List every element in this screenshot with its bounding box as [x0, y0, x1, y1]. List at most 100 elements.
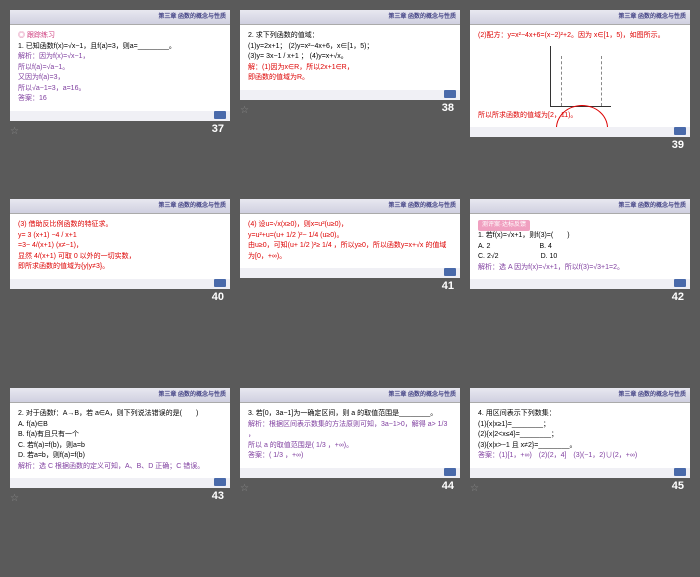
- content-line: 又因为f(a)=3，: [18, 73, 222, 84]
- slide-footer: [470, 127, 690, 137]
- slide-header: 第三章 函数的概念与性质: [10, 10, 230, 25]
- logo-icon: [674, 127, 686, 135]
- content-line: 1. 已知函数f(x)=√x−1，且f(a)=3，则a=________。: [18, 42, 222, 53]
- content-line: B. f(a)有且只有一个: [18, 430, 222, 441]
- content-line: 所以√a−1=3，a=16。: [18, 84, 222, 95]
- slide-number: 43: [206, 488, 230, 504]
- content-line: 显然 4/(x+1) 可取 0 以外的一切实数，: [18, 252, 222, 263]
- slide-header: 第三章 函数的概念与性质: [10, 199, 230, 214]
- content-line: 所以 a 的取值范围是( 1/3 ，+∞)。: [248, 441, 452, 452]
- star-icon: ☆: [240, 483, 249, 494]
- slide-header: 第三章 函数的概念与性质: [470, 199, 690, 214]
- star-icon: ☆: [10, 126, 19, 137]
- content-line: D. 若a=b，则f(a)=f(b): [18, 451, 222, 462]
- slide-number: 45: [666, 478, 690, 494]
- content-line: 2. 求下列函数的值域：: [248, 31, 452, 42]
- content-line: C. 2√2 D. 10: [478, 252, 682, 263]
- slide-number: 42: [666, 289, 690, 305]
- content-line: (3){x|x>−1 且 x≠2}=________。: [478, 441, 682, 452]
- content-line: 2. 对于函数f：A→B，若 a∈A，则下列说法错误的是( ): [18, 409, 222, 420]
- slide-footer: [240, 268, 460, 278]
- star-icon: ☆: [470, 483, 479, 494]
- slide-42: 第三章 函数的概念与性质测评案·达标反馈1. 若f(x)=√x+1，则f(3)=…: [470, 199, 690, 289]
- content-line: A. f(a)∈B: [18, 420, 222, 431]
- content-line: =3− 4/(x+1) (x≠−1)，: [18, 241, 222, 252]
- parabola-chart: [550, 46, 611, 107]
- slide-footer: [10, 279, 230, 289]
- slide-footer: [470, 468, 690, 478]
- content-line: 答案：(1)[1，+∞) (2)(2，4] (3)(−1，2)∪(2，+∞): [478, 451, 682, 462]
- content-line: (1){x|x≥1}=________；: [478, 420, 682, 431]
- content-line: 解析：根据区间表示数集的方法原则可知，3a−1>0，解得 a> 1/3 ，: [248, 420, 452, 441]
- content-line: y= 3 (x+1) −4 / x+1: [18, 231, 222, 242]
- slide-39: 第三章 函数的概念与性质 (2)配方：y=x²−4x+6=(x−2)²+2。因为 …: [470, 10, 690, 137]
- logo-icon: [214, 279, 226, 287]
- slide-footer: [240, 90, 460, 100]
- content-line: 4. 用区间表示下列数集：: [478, 409, 682, 420]
- slide-number: 41: [436, 278, 460, 294]
- slide-footer: [10, 478, 230, 488]
- content-line: 解析：选 C 根据函数的定义可知，A、B、D 正确；C 错误。: [18, 462, 222, 473]
- content-line: 即所求函数的值域为{y|y≠3}。: [18, 262, 222, 273]
- content-line: (1)y=2x+1； (2)y=x²−4x+6，x∈[1，5)；: [248, 42, 452, 53]
- slide-body: 3. 若[0，3a−1]为一确定区间，则 a 的取值范围是________。解析…: [240, 403, 460, 468]
- slide-40: 第三章 函数的概念与性质(3) 借助反比例函数的特征求。y= 3 (x+1) −…: [10, 199, 230, 289]
- slide-header: 第三章 函数的概念与性质: [240, 388, 460, 403]
- content-line: (3) 借助反比例函数的特征求。: [18, 220, 222, 231]
- slide-footer: [10, 111, 230, 121]
- logo-icon: [444, 90, 456, 98]
- logo-icon: [444, 468, 456, 476]
- content-line: 所以f(a)=√a−1。: [18, 63, 222, 74]
- content-line: (4) 设u=√x(x≥0)，则x=u²(u≥0)，: [248, 220, 452, 231]
- slide-body: (4) 设u=√x(x≥0)，则x=u²(u≥0)，y=u²+u=(u+ 1/2…: [240, 214, 460, 268]
- slide-43: 第三章 函数的概念与性质2. 对于函数f：A→B，若 a∈A，则下列说法错误的是…: [10, 388, 230, 488]
- slide-number: 38: [436, 100, 460, 116]
- slide-number: 37: [206, 121, 230, 137]
- slide-body: (3) 借助反比例函数的特征求。y= 3 (x+1) −4 / x+1=3− 4…: [10, 214, 230, 279]
- slide-header: 第三章 函数的概念与性质: [240, 10, 460, 25]
- logo-icon: [214, 111, 226, 119]
- slide-body: ◎ 跟踪练习1. 已知函数f(x)=√x−1，且f(a)=3，则a=______…: [10, 25, 230, 111]
- slide-41: 第三章 函数的概念与性质(4) 设u=√x(x≥0)，则x=u²(u≥0)，y=…: [240, 199, 460, 278]
- slide-body: 4. 用区间表示下列数集：(1){x|x≥1}=________；(2){x|2…: [470, 403, 690, 468]
- content-line: ◎ 跟踪练习: [18, 31, 222, 42]
- content-line: (2){x|2<x≤4}=________；: [478, 430, 682, 441]
- content-line: 解：(1)因为x∈R，所以2x+1∈R，: [248, 63, 452, 74]
- slide-38: 第三章 函数的概念与性质2. 求下列函数的值域：(1)y=2x+1； (2)y=…: [240, 10, 460, 100]
- star-icon: ☆: [240, 105, 249, 116]
- logo-icon: [674, 468, 686, 476]
- logo-icon: [674, 279, 686, 287]
- content-line: 答案：( 1/3 ，+∞): [248, 451, 452, 462]
- slide-45: 第三章 函数的概念与性质4. 用区间表示下列数集：(1){x|x≥1}=____…: [470, 388, 690, 478]
- content-line: C. 若f(a)=f(b)，则a=b: [18, 441, 222, 452]
- slide-body: 2. 对于函数f：A→B，若 a∈A，则下列说法错误的是( )A. f(a)∈B…: [10, 403, 230, 478]
- content-line: (3)y= 3x−1 / x+1 ； (4)y=x+√x。: [248, 52, 452, 63]
- slide-footer: [240, 468, 460, 478]
- section-badge: 测评案·达标反馈: [478, 220, 530, 231]
- content-line: A. 2 B. 4: [478, 242, 682, 253]
- content-line: 由u≥0，可知(u+ 1/2 )²≥ 1/4 ，所以y≥0，所以函数y=x+√x…: [248, 241, 452, 262]
- content-line: 解析：因为f(x)=√x−1，: [18, 52, 222, 63]
- logo-icon: [214, 478, 226, 486]
- slide-header: 第三章 函数的概念与性质: [240, 199, 460, 214]
- slide-body: 2. 求下列函数的值域：(1)y=2x+1； (2)y=x²−4x+6，x∈[1…: [240, 25, 460, 90]
- slide-number: 44: [436, 478, 460, 494]
- content-line: 3. 若[0，3a−1]为一确定区间，则 a 的取值范围是________。: [248, 409, 452, 420]
- content-line: 答案：16: [18, 94, 222, 105]
- content-line: 1. 若f(x)=√x+1，则f(3)=( ): [478, 231, 682, 242]
- slide-number: 39: [666, 137, 690, 153]
- slide-number: 40: [206, 289, 230, 305]
- slide-footer: [470, 279, 690, 289]
- star-icon: ☆: [10, 493, 19, 504]
- slide-header: 第三章 函数的概念与性质: [470, 388, 690, 403]
- content-line: 即函数的值域为R。: [248, 73, 452, 84]
- slide-header: 第三章 函数的概念与性质: [10, 388, 230, 403]
- content-line: (2)配方：y=x²−4x+6=(x−2)²+2。因为 x∈[1，5)，如图所示…: [478, 31, 682, 42]
- logo-icon: [444, 268, 456, 276]
- slide-body: 测评案·达标反馈1. 若f(x)=√x+1，则f(3)=( )A. 2 B. 4…: [470, 214, 690, 279]
- slide-body: (2)配方：y=x²−4x+6=(x−2)²+2。因为 x∈[1，5)，如图所示…: [470, 25, 690, 127]
- slide-header: 第三章 函数的概念与性质: [470, 10, 690, 25]
- content-line: y=u²+u=(u+ 1/2 )²− 1/4 (u≥0)。: [248, 231, 452, 242]
- content-line: 解析：选 A 因为f(x)=√x+1，所以f(3)=√3+1=2。: [478, 263, 682, 274]
- slide-37: 第三章 函数的概念与性质◎ 跟踪练习1. 已知函数f(x)=√x−1，且f(a)…: [10, 10, 230, 121]
